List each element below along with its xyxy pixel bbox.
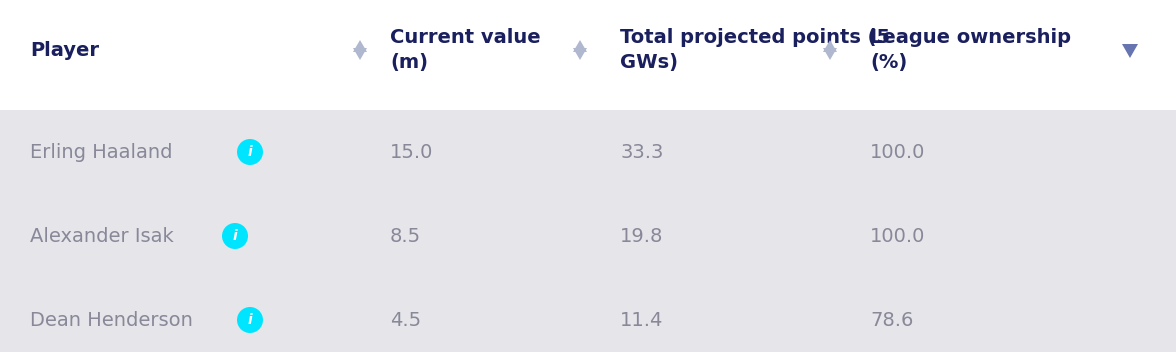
Bar bbox=[0, 194, 1176, 278]
Text: 15.0: 15.0 bbox=[390, 143, 434, 162]
Polygon shape bbox=[353, 40, 367, 52]
Polygon shape bbox=[573, 40, 587, 52]
Polygon shape bbox=[353, 48, 367, 60]
Text: 11.4: 11.4 bbox=[620, 310, 663, 329]
Text: i: i bbox=[248, 145, 253, 159]
Text: 78.6: 78.6 bbox=[870, 310, 914, 329]
Text: 8.5: 8.5 bbox=[390, 226, 421, 245]
Polygon shape bbox=[823, 40, 837, 52]
Text: Total projected points (5
GWs): Total projected points (5 GWs) bbox=[620, 28, 890, 72]
Polygon shape bbox=[823, 48, 837, 60]
Text: 33.3: 33.3 bbox=[620, 143, 663, 162]
Text: Alexander Isak: Alexander Isak bbox=[31, 226, 174, 245]
Text: 4.5: 4.5 bbox=[390, 310, 421, 329]
Text: i: i bbox=[248, 313, 253, 327]
Ellipse shape bbox=[238, 307, 263, 333]
Ellipse shape bbox=[222, 223, 248, 249]
Bar bbox=[0, 0, 1176, 100]
Polygon shape bbox=[1122, 44, 1138, 58]
Bar bbox=[0, 278, 1176, 352]
Text: 100.0: 100.0 bbox=[870, 226, 926, 245]
Bar bbox=[0, 100, 1176, 110]
Text: League ownership
(%): League ownership (%) bbox=[870, 28, 1071, 72]
Bar bbox=[0, 110, 1176, 194]
Polygon shape bbox=[573, 48, 587, 60]
Text: Erling Haaland: Erling Haaland bbox=[31, 143, 173, 162]
Text: 100.0: 100.0 bbox=[870, 143, 926, 162]
Text: i: i bbox=[233, 229, 238, 243]
Text: Dean Henderson: Dean Henderson bbox=[31, 310, 193, 329]
Text: Current value
(m): Current value (m) bbox=[390, 28, 541, 72]
Text: 19.8: 19.8 bbox=[620, 226, 663, 245]
Text: Player: Player bbox=[31, 40, 99, 59]
Ellipse shape bbox=[238, 139, 263, 165]
